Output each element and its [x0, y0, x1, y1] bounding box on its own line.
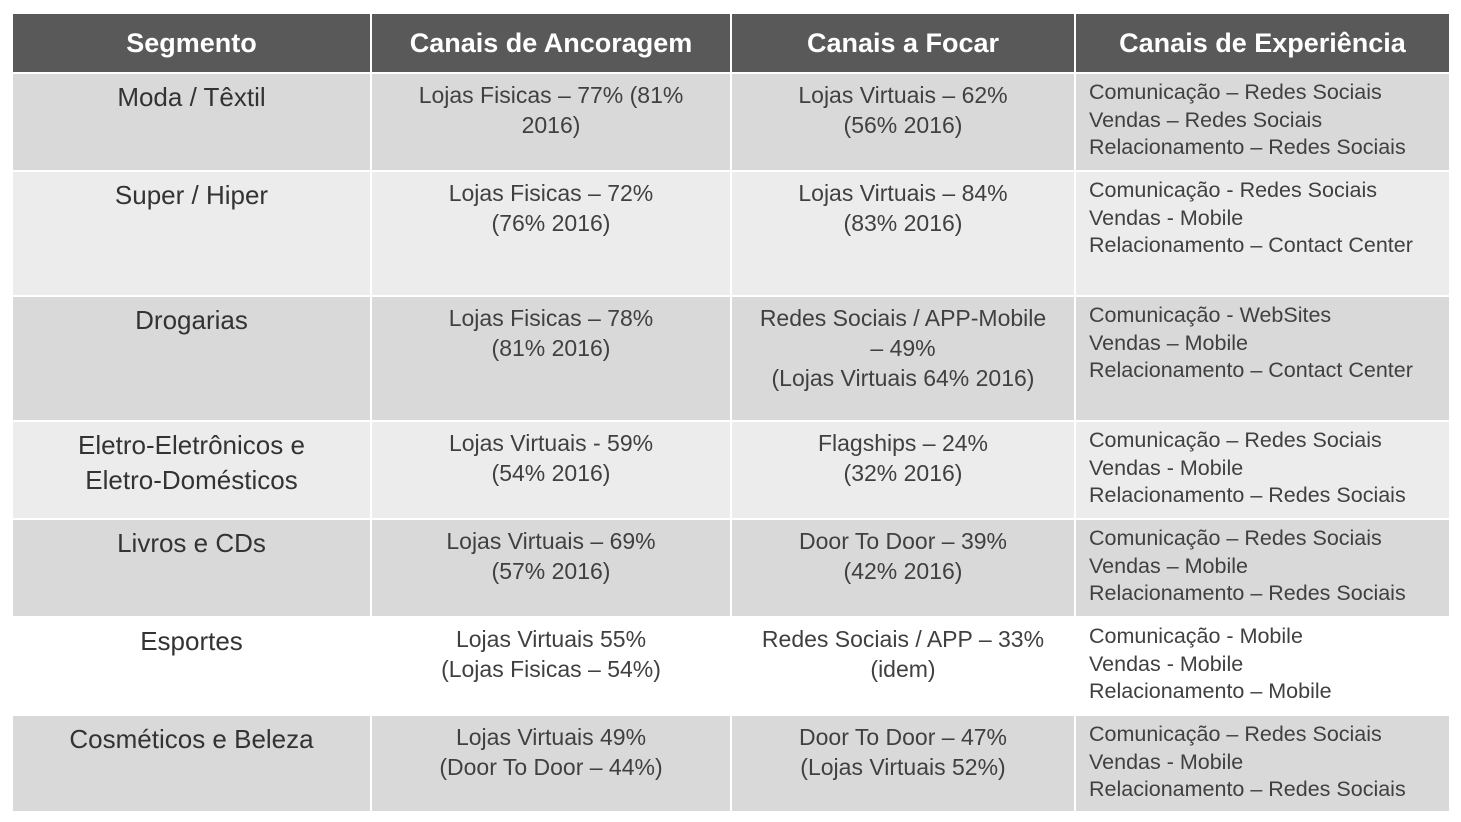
table-row: Esportes Lojas Virtuais 55% (Lojas Fisic…: [11, 616, 1451, 716]
anchor-line: Lojas Fisicas – 78%: [448, 305, 654, 331]
focus-line: Door To Door – 47%: [799, 724, 1007, 750]
focus-line: (idem): [870, 656, 936, 682]
header-row: Segmento Canais de Ancoragem Canais a Fo…: [11, 12, 1451, 74]
experience-channel-cell: Comunicação - Mobile Vendas - Mobile Rel…: [1074, 616, 1451, 716]
anchor-channel-cell: Lojas Virtuais 49% (Door To Door – 44%): [370, 714, 732, 813]
segment-label: Livros e CDs: [117, 528, 266, 558]
channels-table: Segmento Canais de Ancoragem Canais a Fo…: [11, 12, 1451, 813]
segment-cell: Drogarias: [11, 295, 372, 422]
segment-label: Eletro-Eletrônicos e: [78, 430, 305, 460]
segment-label: Super / Hiper: [114, 180, 269, 210]
experience-line: Relacionamento – Mobile: [1089, 679, 1332, 703]
anchor-line: (54% 2016): [491, 460, 611, 486]
anchor-channel-cell: Lojas Fisicas – 72% (76% 2016): [370, 170, 732, 297]
header-segmento: Segmento: [11, 12, 372, 74]
experience-channel-cell: Comunicação – Redes Sociais Vendas – Red…: [1074, 72, 1451, 172]
segment-label: Cosméticos e Beleza: [69, 724, 314, 754]
header-canais-experiencia: Canais de Experiência: [1074, 12, 1451, 74]
segment-cell: Esportes: [11, 616, 372, 716]
segment-cell: Cosméticos e Beleza: [11, 714, 372, 813]
experience-line: Comunicação – Redes Sociais: [1089, 526, 1382, 550]
table-row: Moda / Têxtil Lojas Fisicas – 77% (81% 2…: [11, 72, 1451, 172]
anchor-line: (Door To Door – 44%): [439, 754, 663, 780]
focus-channel-cell: Lojas Virtuais – 62% (56% 2016): [730, 72, 1076, 172]
experience-line: Vendas - Mobile: [1089, 455, 1244, 480]
experience-channel-cell: Comunicação – Redes Sociais Vendas – Mob…: [1074, 518, 1451, 618]
focus-channel-cell: Door To Door – 39% (42% 2016): [730, 518, 1076, 618]
experience-line: Vendas – Mobile: [1089, 330, 1248, 355]
focus-line: Door To Door – 39%: [799, 528, 1007, 554]
experience-line: Vendas - Mobile: [1089, 651, 1244, 676]
focus-line: Redes Sociais / APP – 33%: [761, 626, 1045, 652]
experience-line: Comunicação – Redes Sociais: [1089, 722, 1382, 746]
table-row: Cosméticos e Beleza Lojas Virtuais 49% (…: [11, 714, 1451, 813]
table-row: Super / Hiper Lojas Fisicas – 72% (76% 2…: [11, 170, 1451, 297]
header-canais-ancoragem: Canais de Ancoragem: [370, 12, 732, 74]
focus-line: (Lojas Virtuais 52%): [800, 754, 1006, 780]
experience-channel-cell: Comunicação - WebSites Vendas – Mobile R…: [1074, 295, 1451, 422]
experience-line: Vendas – Redes Sociais: [1089, 107, 1323, 132]
focus-channel-cell: Door To Door – 47% (Lojas Virtuais 52%): [730, 714, 1076, 813]
focus-line: Lojas Virtuais – 84%: [798, 180, 1008, 206]
anchor-line: 2016): [521, 112, 581, 138]
experience-line: Vendas - Mobile: [1089, 749, 1244, 774]
experience-line: Relacionamento – Redes Sociais: [1089, 483, 1406, 507]
experience-line: Comunicação – Redes Sociais: [1089, 428, 1382, 452]
focus-channel-cell: Redes Sociais / APP-Mobile – 49% (Lojas …: [730, 295, 1076, 422]
experience-line: Comunicação - WebSites: [1089, 303, 1332, 327]
segment-label: Eletro-Domésticos: [85, 465, 298, 495]
anchor-channel-cell: Lojas Virtuais 55% (Lojas Fisicas – 54%): [370, 616, 732, 716]
focus-line: (42% 2016): [843, 558, 963, 584]
experience-line: Relacionamento – Contact Center: [1089, 233, 1413, 257]
focus-channel-cell: Lojas Virtuais – 84% (83% 2016): [730, 170, 1076, 297]
experience-line: Comunicação – Redes Sociais: [1089, 80, 1382, 104]
experience-line: Comunicação - Mobile: [1089, 624, 1303, 648]
experience-channel-cell: Comunicação – Redes Sociais Vendas - Mob…: [1074, 714, 1451, 813]
anchor-line: Lojas Virtuais - 59%: [448, 430, 654, 456]
segment-cell: Super / Hiper: [11, 170, 372, 297]
focus-line: – 49%: [870, 335, 936, 361]
experience-line: Relacionamento – Redes Sociais: [1089, 135, 1406, 159]
header-canais-focar: Canais a Focar: [730, 12, 1076, 74]
focus-line: (32% 2016): [843, 460, 963, 486]
anchor-line: (Lojas Fisicas – 54%): [441, 656, 661, 682]
anchor-line: (57% 2016): [491, 558, 611, 584]
experience-channel-cell: Comunicação - Redes Sociais Vendas - Mob…: [1074, 170, 1451, 297]
focus-line: Flagships – 24%: [817, 430, 989, 456]
anchor-line: (76% 2016): [491, 210, 611, 236]
focus-line: (83% 2016): [843, 210, 963, 236]
anchor-line: Lojas Virtuais 55%: [455, 626, 647, 652]
anchor-line: Lojas Fisicas – 77% (81%: [418, 82, 684, 108]
focus-line: Redes Sociais / APP-Mobile: [759, 305, 1047, 331]
segment-cell: Moda / Têxtil: [11, 72, 372, 172]
segment-label: Moda / Têxtil: [117, 82, 266, 112]
segment-label: Esportes: [140, 626, 243, 656]
experience-line: Comunicação - Redes Sociais: [1089, 178, 1377, 202]
anchor-line: (81% 2016): [491, 335, 611, 361]
table-row: Drogarias Lojas Fisicas – 78% (81% 2016)…: [11, 295, 1451, 422]
experience-line: Relacionamento – Redes Sociais: [1089, 581, 1406, 605]
anchor-channel-cell: Lojas Fisicas – 78% (81% 2016): [370, 295, 732, 422]
anchor-channel-cell: Lojas Fisicas – 77% (81% 2016): [370, 72, 732, 172]
focus-channel-cell: Redes Sociais / APP – 33% (idem): [730, 616, 1076, 716]
anchor-channel-cell: Lojas Virtuais - 59% (54% 2016): [370, 420, 732, 520]
anchor-channel-cell: Lojas Virtuais – 69% (57% 2016): [370, 518, 732, 618]
focus-line: (Lojas Virtuais 64% 2016): [771, 365, 1035, 391]
table-row: Livros e CDs Lojas Virtuais – 69% (57% 2…: [11, 518, 1451, 618]
focus-line: (56% 2016): [843, 112, 963, 138]
table-row: Eletro-Eletrônicos e Eletro-Domésticos L…: [11, 420, 1451, 520]
anchor-line: Lojas Virtuais 49%: [455, 724, 647, 750]
experience-channel-cell: Comunicação – Redes Sociais Vendas - Mob…: [1074, 420, 1451, 520]
segment-label: Drogarias: [135, 305, 248, 335]
experience-line: Vendas - Mobile: [1089, 205, 1244, 230]
experience-line: Relacionamento – Contact Center: [1089, 358, 1413, 382]
segment-cell: Livros e CDs: [11, 518, 372, 618]
focus-channel-cell: Flagships – 24% (32% 2016): [730, 420, 1076, 520]
anchor-line: Lojas Fisicas – 72%: [448, 180, 654, 206]
segment-cell: Eletro-Eletrônicos e Eletro-Domésticos: [11, 420, 372, 520]
focus-line: Lojas Virtuais – 62%: [798, 82, 1008, 108]
experience-line: Vendas – Mobile: [1089, 553, 1248, 578]
experience-line: Relacionamento – Redes Sociais: [1089, 777, 1406, 801]
anchor-line: Lojas Virtuais – 69%: [446, 528, 656, 554]
